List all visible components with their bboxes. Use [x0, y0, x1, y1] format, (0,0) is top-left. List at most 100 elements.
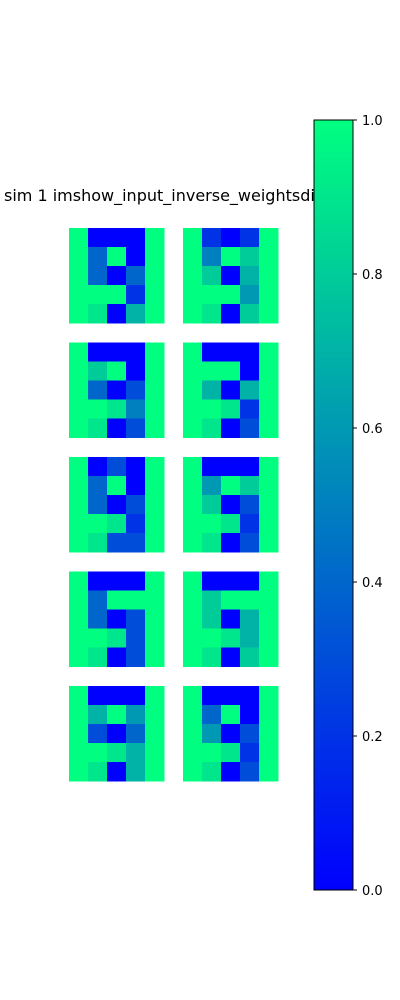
heatmap-cell: [126, 361, 146, 381]
heatmap-cell: [183, 457, 203, 477]
heatmap-cell: [88, 266, 108, 286]
heatmap-cell: [259, 457, 279, 477]
colorbar-tick-label: 0.2: [362, 730, 383, 745]
heatmap-cell: [126, 609, 146, 629]
heatmap-cell: [145, 228, 165, 248]
heatmap-cell: [202, 342, 222, 362]
heatmap-cell: [126, 495, 146, 515]
heatmap-cell: [259, 247, 279, 267]
heatmap-cell: [183, 495, 203, 515]
heatmap-cell: [88, 342, 108, 362]
heatmap-cell: [202, 724, 222, 744]
heatmap-cell: [69, 571, 89, 591]
heatmap-cell: [88, 361, 108, 381]
heatmap-cell: [88, 304, 108, 324]
heatmap-cell: [221, 590, 241, 610]
heatmap-panel-9: [69, 686, 165, 782]
heatmap-cell: [69, 266, 89, 286]
heatmap-cell: [88, 686, 108, 706]
heatmap-cell: [69, 762, 89, 782]
heatmap-cell: [259, 533, 279, 553]
heatmap-cell: [202, 476, 222, 496]
heatmap-cell: [202, 457, 222, 477]
heatmap-cell: [240, 476, 260, 496]
heatmap-cell: [107, 647, 127, 667]
heatmap-panel-1: [69, 228, 165, 324]
heatmap-cell: [107, 590, 127, 610]
heatmap-cell: [145, 762, 165, 782]
heatmap-cell: [107, 686, 127, 706]
heatmap-cell: [183, 514, 203, 534]
heatmap-cell: [126, 571, 146, 591]
heatmap-cell: [107, 399, 127, 419]
heatmap-cell: [240, 571, 260, 591]
heatmap-cell: [145, 247, 165, 267]
heatmap-cell: [69, 647, 89, 667]
heatmap-cell: [240, 399, 260, 419]
heatmap-cell: [88, 762, 108, 782]
heatmap-cell: [240, 743, 260, 763]
heatmap-cell: [107, 361, 127, 381]
heatmap-cell: [240, 647, 260, 667]
heatmap-cell: [69, 361, 89, 381]
heatmap-cell: [69, 304, 89, 324]
heatmap-panel-10: [183, 686, 279, 782]
heatmap-cell: [259, 705, 279, 725]
heatmap-cell: [88, 418, 108, 438]
heatmap-cell: [221, 380, 241, 400]
heatmap-cell: [69, 705, 89, 725]
heatmap-cell: [69, 533, 89, 553]
heatmap-cell: [126, 647, 146, 667]
heatmap-cell: [107, 247, 127, 267]
heatmap-panel-grid: [69, 228, 279, 782]
heatmap-cell: [221, 304, 241, 324]
heatmap-cell: [183, 476, 203, 496]
heatmap-cell: [259, 476, 279, 496]
heatmap-cell: [259, 361, 279, 381]
heatmap-cell: [145, 342, 165, 362]
heatmap-cell: [107, 285, 127, 305]
heatmap-cell: [126, 590, 146, 610]
heatmap-cell: [221, 361, 241, 381]
heatmap-cell: [259, 686, 279, 706]
heatmap-cell: [88, 457, 108, 477]
title-group: sim 1 imshow_input_inverse_weightsdiv: [4, 186, 324, 206]
heatmap-cell: [221, 628, 241, 648]
heatmap-cell: [259, 266, 279, 286]
heatmap-cell: [145, 628, 165, 648]
heatmap-cell: [126, 514, 146, 534]
heatmap-cell: [202, 361, 222, 381]
heatmap-cell: [126, 724, 146, 744]
heatmap-cell: [183, 705, 203, 725]
heatmap-cell: [145, 399, 165, 419]
heatmap-cell: [183, 342, 203, 362]
heatmap-cell: [88, 399, 108, 419]
heatmap-cell: [240, 457, 260, 477]
heatmap-cell: [126, 686, 146, 706]
heatmap-cell: [240, 686, 260, 706]
heatmap-cell: [183, 228, 203, 248]
heatmap-cell: [259, 724, 279, 744]
heatmap-cell: [221, 533, 241, 553]
heatmap-cell: [88, 380, 108, 400]
colorbar-tick-label: 0.4: [362, 576, 383, 591]
heatmap-cell: [107, 457, 127, 477]
heatmap-cell: [240, 590, 260, 610]
heatmap-cell: [221, 266, 241, 286]
heatmap-cell: [69, 514, 89, 534]
heatmap-cell: [202, 686, 222, 706]
heatmap-cell: [202, 628, 222, 648]
heatmap-cell: [107, 609, 127, 629]
heatmap-cell: [183, 304, 203, 324]
heatmap-cell: [69, 590, 89, 610]
heatmap-panel-8: [183, 571, 279, 667]
heatmap-cell: [145, 380, 165, 400]
heatmap-cell: [69, 724, 89, 744]
heatmap-cell: [202, 285, 222, 305]
heatmap-cell: [259, 228, 279, 248]
heatmap-cell: [183, 399, 203, 419]
heatmap-cell: [126, 457, 146, 477]
heatmap-cell: [221, 705, 241, 725]
heatmap-cell: [145, 476, 165, 496]
